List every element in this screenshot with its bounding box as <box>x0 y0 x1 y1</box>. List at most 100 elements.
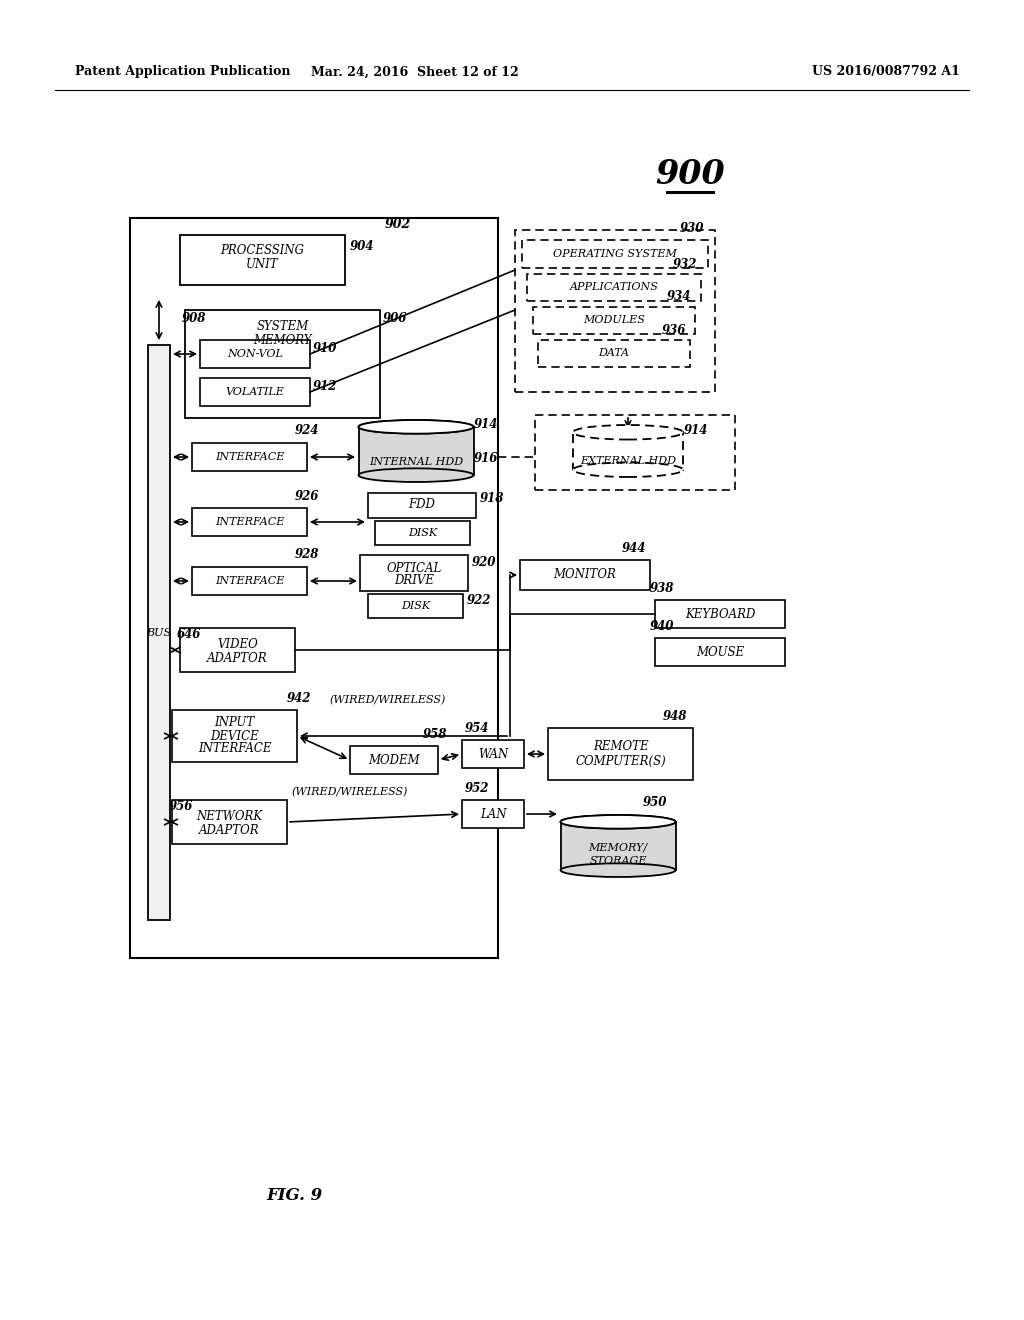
Text: LAN: LAN <box>480 808 506 821</box>
Text: 944: 944 <box>622 541 646 554</box>
Ellipse shape <box>573 425 683 440</box>
Bar <box>200 341 310 368</box>
Text: INTERNAL HDD: INTERNAL HDD <box>369 457 463 467</box>
Text: 952: 952 <box>465 781 489 795</box>
Text: NETWORK: NETWORK <box>197 809 262 822</box>
Text: INTERFACE: INTERFACE <box>215 576 285 586</box>
Text: 938: 938 <box>650 582 675 594</box>
Text: ADAPTOR: ADAPTOR <box>200 824 260 837</box>
Text: 954: 954 <box>465 722 489 734</box>
Text: 908: 908 <box>182 312 207 325</box>
Text: INTERFACE: INTERFACE <box>215 517 285 527</box>
Text: FDD: FDD <box>409 499 435 511</box>
Text: INTERFACE: INTERFACE <box>198 742 271 755</box>
Text: 646: 646 <box>177 627 202 640</box>
Text: INPUT: INPUT <box>214 717 255 730</box>
Text: DEVICE: DEVICE <box>210 730 259 742</box>
Bar <box>655 638 785 667</box>
Text: APPLICATIONS: APPLICATIONS <box>569 282 658 292</box>
Text: DISK: DISK <box>401 601 430 611</box>
Text: NON-VOL: NON-VOL <box>227 348 283 359</box>
Text: 942: 942 <box>287 692 311 705</box>
Text: MEMORY/: MEMORY/ <box>589 842 647 851</box>
Ellipse shape <box>358 420 473 434</box>
Ellipse shape <box>560 863 676 876</box>
Bar <box>180 235 345 285</box>
Bar <box>200 378 310 407</box>
Text: 940: 940 <box>650 619 675 632</box>
Text: Mar. 24, 2016  Sheet 12 of 12: Mar. 24, 2016 Sheet 12 of 12 <box>311 66 519 78</box>
Text: VIDEO: VIDEO <box>217 638 258 651</box>
Text: 930: 930 <box>680 222 705 235</box>
Text: MODULES: MODULES <box>583 315 645 325</box>
Bar <box>193 508 307 536</box>
Bar <box>527 275 701 301</box>
Text: 910: 910 <box>313 342 337 355</box>
Text: OPERATING SYSTEM: OPERATING SYSTEM <box>553 249 677 259</box>
Text: 900: 900 <box>655 158 725 191</box>
Text: WAN: WAN <box>478 747 508 760</box>
Text: 914: 914 <box>474 418 499 432</box>
Text: BUS: BUS <box>146 627 172 638</box>
Text: 924: 924 <box>295 425 319 437</box>
Text: UNIT: UNIT <box>246 259 279 272</box>
Text: MOUSE: MOUSE <box>696 645 744 659</box>
Ellipse shape <box>358 420 473 434</box>
Text: 902: 902 <box>385 219 412 231</box>
Ellipse shape <box>560 814 676 829</box>
Text: OPTICAL: OPTICAL <box>386 561 441 574</box>
Text: US 2016/0087792 A1: US 2016/0087792 A1 <box>812 66 961 78</box>
Text: PROCESSING: PROCESSING <box>220 243 304 256</box>
Text: 916: 916 <box>474 451 499 465</box>
Text: 934: 934 <box>667 290 691 304</box>
Text: EXTERNAL HDD: EXTERNAL HDD <box>580 455 676 466</box>
Bar <box>655 601 785 628</box>
Bar <box>368 492 476 517</box>
Text: 918: 918 <box>480 492 505 506</box>
Text: SYSTEM: SYSTEM <box>256 321 308 334</box>
Bar <box>462 800 524 828</box>
Text: DATA: DATA <box>598 348 630 358</box>
Text: 956: 956 <box>169 800 194 813</box>
Text: STORAGE: STORAGE <box>589 855 647 866</box>
Text: COMPUTER(S): COMPUTER(S) <box>575 755 666 767</box>
Text: 958: 958 <box>423 727 447 741</box>
Text: 906: 906 <box>383 312 408 325</box>
Text: 932: 932 <box>673 257 697 271</box>
Text: VOLATILE: VOLATILE <box>225 387 285 397</box>
Bar <box>185 310 380 418</box>
Text: 904: 904 <box>350 240 375 253</box>
Text: ADAPTOR: ADAPTOR <box>207 652 268 664</box>
Bar <box>193 444 307 471</box>
Text: REMOTE: REMOTE <box>593 739 648 752</box>
Bar <box>172 710 297 762</box>
Bar <box>193 568 307 595</box>
Bar <box>148 345 170 920</box>
Text: MEMORY: MEMORY <box>253 334 311 346</box>
Text: (WIRED/WIRELESS): (WIRED/WIRELESS) <box>292 787 409 797</box>
Bar <box>520 560 650 590</box>
Text: KEYBOARD: KEYBOARD <box>685 607 755 620</box>
Bar <box>535 414 735 490</box>
Bar <box>522 240 708 268</box>
Text: 914: 914 <box>684 424 709 437</box>
Text: DRIVE: DRIVE <box>394 574 434 587</box>
Bar <box>548 729 693 780</box>
Bar <box>172 800 287 843</box>
Ellipse shape <box>358 469 473 482</box>
Bar <box>358 426 473 475</box>
Bar <box>534 308 695 334</box>
Text: 928: 928 <box>295 549 319 561</box>
Bar <box>538 341 690 367</box>
Bar <box>180 628 295 672</box>
Bar <box>130 218 498 958</box>
Text: 936: 936 <box>662 323 686 337</box>
Bar <box>360 554 468 591</box>
Bar <box>515 230 715 392</box>
Bar <box>350 746 438 774</box>
Ellipse shape <box>560 814 676 829</box>
Text: 920: 920 <box>472 557 497 569</box>
Text: 948: 948 <box>663 710 687 722</box>
Text: 912: 912 <box>313 380 337 392</box>
Text: MODEM: MODEM <box>369 754 420 767</box>
